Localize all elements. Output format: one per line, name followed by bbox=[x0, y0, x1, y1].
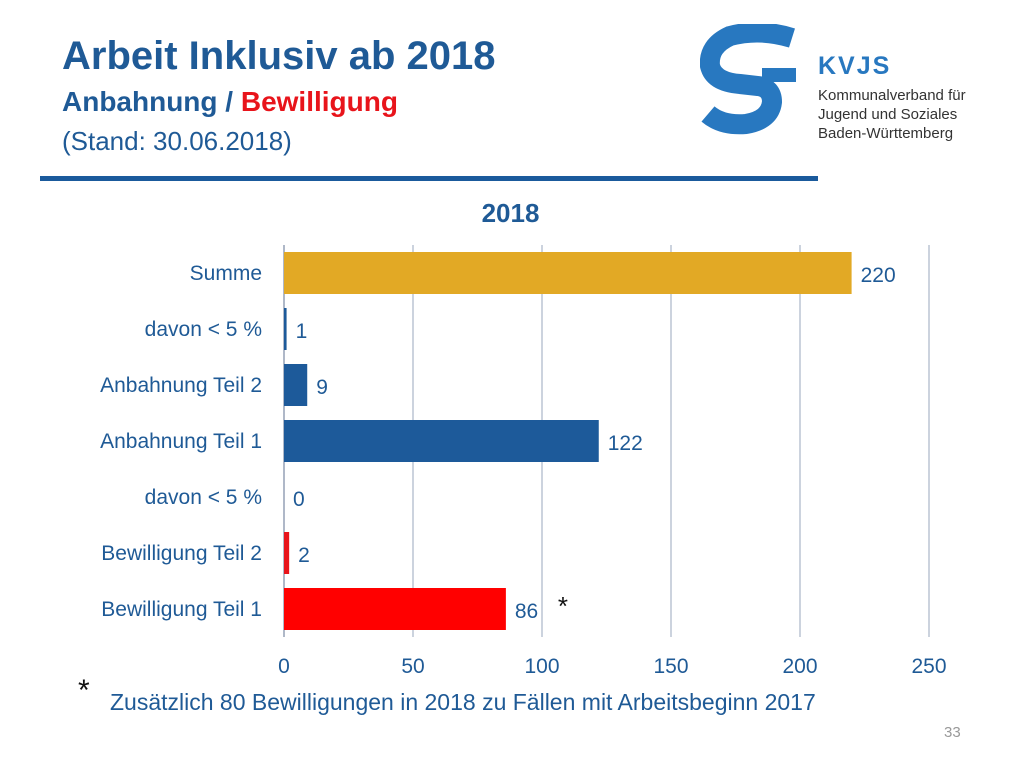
data-label: 122 bbox=[608, 432, 643, 455]
data-label: 2 bbox=[298, 544, 310, 567]
bar bbox=[284, 252, 852, 294]
stand-date: (Stand: 30.06.2018) bbox=[62, 126, 292, 156]
slide-subtitle: Anbahnung / Bewilligung bbox=[62, 88, 398, 116]
data-label: 220 bbox=[861, 264, 896, 287]
bar bbox=[284, 420, 599, 462]
data-label: 86 bbox=[515, 600, 538, 623]
x-tick-label: 250 bbox=[911, 655, 946, 678]
bar bbox=[284, 364, 308, 406]
bar bbox=[284, 532, 290, 574]
subtitle-bewilligung: Bewilligung bbox=[240, 86, 398, 117]
data-label: 0 bbox=[293, 488, 305, 511]
bar bbox=[284, 308, 287, 350]
category-label: Bewilligung Teil 2 bbox=[101, 542, 262, 565]
x-tick-label: 100 bbox=[524, 655, 559, 678]
title-divider bbox=[40, 176, 818, 181]
subtitle-anbahnung: Anbahnung / bbox=[62, 86, 241, 117]
category-label: davon < 5 % bbox=[145, 486, 262, 509]
category-label: Summe bbox=[190, 262, 262, 285]
bar-annotation: * bbox=[558, 591, 568, 621]
x-tick-label: 0 bbox=[278, 655, 290, 678]
page-number: 33 bbox=[944, 724, 961, 741]
data-label: 9 bbox=[316, 376, 328, 399]
footnote-text: Zusätzlich 80 Bewilligungen in 2018 zu F… bbox=[110, 689, 816, 715]
logo-name: KVJS bbox=[818, 52, 892, 80]
logo-line-3: Baden-Württemberg bbox=[818, 125, 954, 142]
category-label: Anbahnung Teil 1 bbox=[100, 430, 262, 453]
bar bbox=[284, 588, 506, 630]
category-label: davon < 5 % bbox=[145, 318, 262, 341]
slide-title: Arbeit Inklusiv ab 2018 bbox=[62, 34, 496, 78]
data-label: 1 bbox=[296, 320, 308, 343]
logo-line-2: Jugend und Soziales bbox=[818, 106, 958, 123]
category-label: Anbahnung Teil 2 bbox=[100, 374, 262, 397]
logo-line-1: Kommunalverband für bbox=[818, 87, 966, 104]
kvjs-logo-icon bbox=[700, 24, 796, 135]
footnote-marker: * bbox=[78, 674, 90, 707]
x-tick-label: 50 bbox=[401, 655, 424, 678]
chart-title: 2018 bbox=[482, 198, 540, 228]
x-tick-label: 200 bbox=[782, 655, 817, 678]
category-label: Bewilligung Teil 1 bbox=[101, 598, 262, 621]
x-tick-label: 150 bbox=[653, 655, 688, 678]
